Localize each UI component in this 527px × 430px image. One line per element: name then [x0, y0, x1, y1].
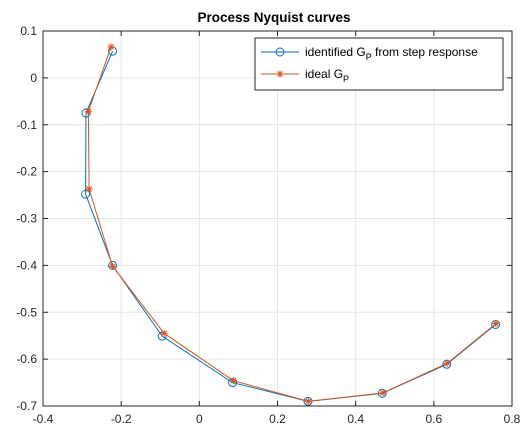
legend-label-rest: from step response — [372, 45, 478, 59]
legend-label-main: ideal G — [305, 67, 343, 81]
series-2-point — [84, 108, 92, 116]
star-stroke — [380, 389, 386, 396]
star-stroke — [86, 186, 93, 192]
y-tick-label: -0.5 — [16, 305, 37, 319]
star-stroke — [305, 398, 312, 405]
series-1-point — [228, 378, 238, 388]
legend-label-sub: P — [343, 74, 349, 84]
star-stroke — [444, 360, 451, 367]
chart-title: Process Nyquist curves — [197, 10, 350, 25]
legend-label-main: identified G — [305, 45, 366, 59]
y-tick-label: -0.3 — [16, 212, 37, 226]
star-stroke — [277, 71, 283, 77]
series-2-point — [443, 359, 451, 367]
series-2-point — [379, 389, 387, 397]
x-tick-label: 0.6 — [425, 412, 442, 426]
series-2-point — [492, 319, 500, 328]
series-layer — [81, 43, 501, 406]
legend-marker-2 — [276, 70, 284, 78]
legend-marker-1 — [275, 47, 285, 57]
series-2-point — [229, 377, 237, 385]
y-tick-label: 0.1 — [20, 24, 37, 38]
series-1-point — [157, 331, 167, 341]
star-stroke — [161, 330, 168, 337]
series-2-point — [85, 185, 93, 193]
x-tick-label: 0.4 — [347, 412, 364, 426]
y-tick-label: 0 — [30, 71, 37, 85]
y-tick-label: -0.1 — [16, 118, 37, 132]
series-2-point — [107, 43, 115, 51]
legend-label-2: ideal GP — [305, 67, 349, 84]
x-tick-label: 0.8 — [504, 412, 521, 426]
series-2-point — [160, 329, 168, 337]
series-2-point — [108, 262, 117, 270]
star-stroke — [230, 377, 237, 384]
series-1-point — [81, 189, 91, 199]
star-stroke — [85, 108, 92, 115]
y-tick-label: -0.2 — [16, 165, 37, 179]
x-tick-label: 0.2 — [269, 412, 286, 426]
star-stroke — [108, 43, 114, 50]
grid-lines — [42, 30, 513, 407]
axis-ticks: -0.4 -0.2 0 0.2 0.4 0.6 0.8 0.1 0 -0.1 -0.2 -0.3 -0.… — [16, 24, 520, 426]
series-2-point — [304, 397, 312, 405]
star-stroke — [493, 320, 499, 327]
x-tick-label: -0.4 — [33, 412, 54, 426]
legend-label-sub: P — [366, 52, 372, 62]
y-tick-label: -0.6 — [16, 352, 37, 366]
x-tick-label: -0.2 — [111, 412, 132, 426]
legend-box — [254, 37, 504, 91]
legend-label-1: identified GP from step response — [305, 45, 478, 62]
series-line-2 — [87, 46, 497, 402]
y-tick-label: -0.7 — [16, 399, 37, 413]
y-tick-label: -0.4 — [16, 258, 37, 272]
star-stroke — [109, 263, 116, 270]
x-tick-label: 0 — [196, 412, 203, 426]
